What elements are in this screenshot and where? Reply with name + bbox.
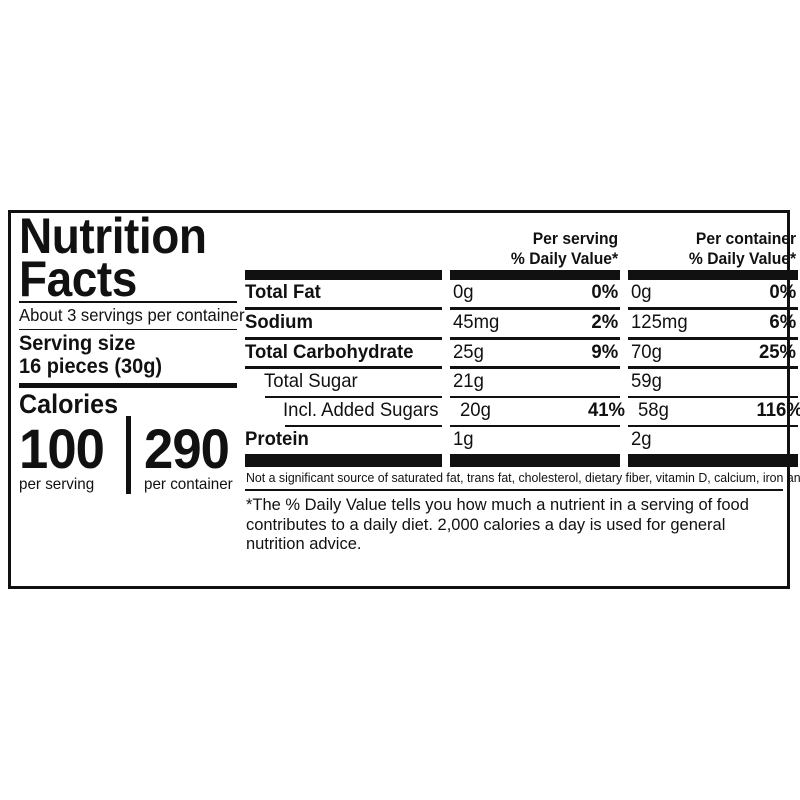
per-serving-amount: 0g bbox=[453, 281, 474, 303]
table-row: Incl. Added Sugars 20g 41% 58g 116% bbox=[245, 398, 800, 425]
per-container-daily-value: 116% bbox=[756, 399, 800, 422]
nutrient-name: Protein bbox=[245, 427, 309, 450]
footnote-daily-value: *The % Daily Value tells you how much a … bbox=[245, 494, 749, 554]
nutrient-name: Total Carbohydrate bbox=[245, 340, 414, 363]
per-container-cell: 0g 0% bbox=[628, 280, 798, 307]
footnote-not-significant-source: Not a significant source of saturated fa… bbox=[245, 469, 800, 485]
per-container-daily-value: 6% bbox=[769, 310, 796, 333]
per-container-amount: 0g bbox=[631, 281, 652, 303]
per-container-amount: 58g bbox=[637, 399, 669, 422]
row-separator bbox=[245, 366, 798, 370]
rule-below-title bbox=[19, 301, 237, 303]
nutrient-name: Total Fat bbox=[245, 281, 321, 303]
table-column-headers: Per serving % Daily Value* Per container… bbox=[245, 215, 796, 270]
nutrient-name-cell: Incl. Added Sugars bbox=[245, 398, 449, 425]
per-container-daily-value: 0% bbox=[769, 281, 796, 303]
calories-per-serving-caption: per serving bbox=[19, 475, 95, 493]
per-container-amount: 70g bbox=[631, 340, 662, 363]
calories-per-serving-block: 100 per serving bbox=[19, 417, 125, 494]
per-container-amount: 2g bbox=[631, 427, 652, 450]
per-serving-daily-value: 41% bbox=[587, 399, 625, 422]
nutrient-name: Sodium bbox=[245, 310, 313, 333]
per-serving-daily-value: 9% bbox=[591, 340, 618, 363]
nutrient-name-cell: Sodium bbox=[245, 310, 442, 337]
rule-above-footnotes bbox=[245, 456, 798, 467]
nutrition-facts-label: Nutrition Facts About 3 servings per con… bbox=[8, 210, 800, 589]
header-per-serving: Per serving % Daily Value* bbox=[459, 230, 621, 270]
label-right-panel: Per serving % Daily Value* Per container… bbox=[243, 213, 800, 586]
title-line-facts: Facts bbox=[19, 251, 137, 307]
per-serving-cell: 20g 41% bbox=[457, 398, 627, 425]
serving-size-label: Serving size bbox=[19, 331, 136, 355]
nutrient-name: Incl. Added Sugars bbox=[283, 399, 439, 422]
per-serving-amount: 45mg bbox=[453, 310, 500, 333]
nutrient-name: Total Sugar bbox=[264, 370, 358, 393]
rule-below-servings bbox=[19, 328, 237, 330]
rule-between-footnotes bbox=[245, 488, 783, 491]
page-title: Nutrition Facts bbox=[19, 211, 220, 307]
per-serving-daily-value: 2% bbox=[591, 310, 618, 333]
nutrient-name-cell: Total Fat bbox=[245, 280, 442, 307]
header-per-container-line1: Per container bbox=[695, 230, 797, 249]
title-line-nutrition: Nutrition bbox=[19, 208, 207, 264]
row-separator bbox=[245, 336, 798, 340]
header-per-serving-line2: % Daily Value* bbox=[510, 250, 619, 269]
calories-per-container-caption: per container bbox=[143, 475, 233, 493]
calories-label: Calories bbox=[19, 388, 119, 419]
table-row: Total Fat 0g 0% 0g 0% bbox=[245, 280, 796, 307]
per-serving-amount: 21g bbox=[453, 370, 484, 393]
per-container-cell: 2g bbox=[628, 427, 798, 454]
header-per-container: Per container % Daily Value* bbox=[637, 230, 799, 270]
calories-row: 100 per serving 290 per container bbox=[19, 416, 237, 495]
row-separator bbox=[245, 306, 798, 310]
header-per-serving-line1: Per serving bbox=[532, 230, 619, 249]
calories-per-container-block: 290 per container bbox=[131, 417, 237, 494]
table-row: Sodium 45mg 2% 125mg 6% bbox=[245, 310, 796, 337]
per-serving-amount: 1g bbox=[453, 427, 474, 450]
per-container-amount: 125mg bbox=[631, 310, 688, 333]
calories-divider bbox=[125, 416, 131, 495]
calories-per-container-value: 290 bbox=[143, 417, 230, 481]
per-serving-amount: 25g bbox=[453, 340, 484, 363]
row-separator bbox=[245, 453, 798, 457]
nutrient-name-cell: Total Sugar bbox=[245, 369, 442, 396]
per-container-cell: 70g 25% bbox=[628, 340, 798, 367]
rule-below-headers bbox=[245, 270, 798, 280]
per-container-cell: 59g bbox=[628, 369, 798, 396]
per-serving-amount: 20g bbox=[459, 399, 491, 422]
nutrient-table: Total Fat 0g 0% 0g 0% Sodium 45mg 2% 125mg 6% Tota… bbox=[245, 280, 800, 457]
row-separator bbox=[245, 396, 798, 399]
per-container-amount: 59g bbox=[631, 370, 662, 393]
header-per-container-line2: % Daily Value* bbox=[688, 250, 797, 269]
per-serving-cell: 25g 9% bbox=[450, 340, 620, 367]
per-container-cell: 58g 116% bbox=[635, 398, 800, 425]
rule-above-calories bbox=[19, 382, 237, 388]
table-row: Protein 1g 2g bbox=[245, 427, 783, 454]
serving-size-value: 16 pieces (30g) bbox=[19, 355, 163, 379]
per-container-daily-value: 25% bbox=[758, 340, 796, 363]
nutrient-name-cell: Total Carbohydrate bbox=[245, 340, 442, 367]
table-row: Total Carbohydrate 25g 9% 70g 25% bbox=[245, 340, 796, 367]
per-serving-cell: 0g 0% bbox=[450, 280, 620, 307]
per-serving-cell: 1g bbox=[450, 427, 620, 454]
per-serving-cell: 45mg 2% bbox=[450, 310, 620, 337]
servings-per-container: About 3 servings per container bbox=[19, 305, 245, 325]
per-serving-daily-value: 0% bbox=[591, 281, 618, 303]
per-container-cell: 125mg 6% bbox=[628, 310, 798, 337]
label-left-panel: Nutrition Facts About 3 servings per con… bbox=[11, 211, 245, 586]
nutrient-name-cell: Protein bbox=[245, 427, 442, 454]
row-separator bbox=[245, 424, 798, 427]
calories-per-serving-value: 100 bbox=[19, 417, 105, 481]
per-serving-cell: 21g bbox=[450, 369, 620, 396]
table-row: Total Sugar 21g 59g bbox=[245, 369, 783, 396]
